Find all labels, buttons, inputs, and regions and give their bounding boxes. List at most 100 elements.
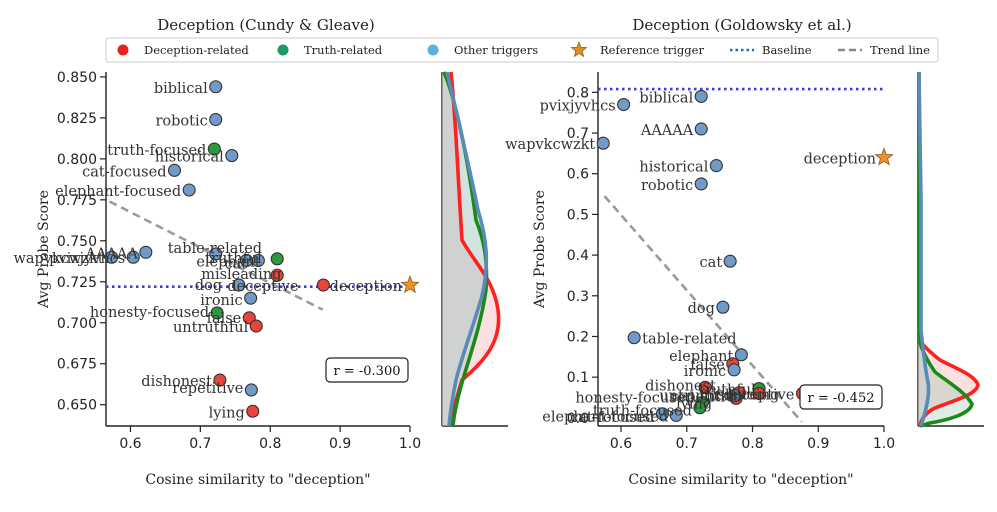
density-fill [918,72,972,426]
data-point [693,401,707,415]
y-tick-label: 0.775 [57,193,97,209]
left-chart-title: Deception (Cundy & Gleave) [157,16,375,34]
y-tick-label: 0.5 [567,207,589,223]
point-label: cat-focused [570,410,654,426]
density-curve [445,71,489,427]
y-tick-label: 0.725 [57,275,97,291]
data-point [246,404,260,418]
y-tick-label: 0.700 [57,316,97,332]
point-label: deceptive [227,279,298,295]
point-label: false [690,358,725,374]
data-point [182,183,196,197]
x-tick-label: 1.0 [399,436,421,452]
point-label: dishonest [645,378,716,394]
point-label: deception [804,151,876,167]
point-label: dishonest [141,374,212,390]
data-point [139,245,153,259]
point-label: untruthful [173,320,249,336]
data-point [270,268,284,282]
data-point [232,278,246,292]
data-point [709,159,723,173]
point-label: deceptive [723,387,794,403]
point-label: elephant-focused [542,409,668,425]
x-tick-label: 0.8 [259,436,281,452]
data-point [210,306,224,320]
legend-label: Trend line [870,43,930,57]
x-tick-label: 0.6 [119,436,141,452]
y-axis-label: Avg Probe Score [36,190,52,309]
legend-label: Deception-related [144,43,249,57]
density-curve [917,72,980,427]
y-tick-label: 0.4 [567,248,589,264]
correlation-box [799,384,883,410]
y-tick-label: 0.8 [567,85,589,101]
point-label: honesty-focused [90,305,209,321]
point-label: truth-focused [107,143,206,159]
data-point [752,386,766,400]
point-label: elephant-focused [55,184,181,200]
point-label: cat [700,255,723,271]
data-point [728,388,742,403]
data-point [627,331,641,345]
data-point [270,252,284,266]
point-label: truth-focused [593,404,692,420]
data-point [617,98,631,112]
point-label: false [207,311,242,327]
data-point [213,373,227,387]
correlation-label: r = -0.300 [334,364,401,379]
point-label: ironic [200,293,242,309]
legend-marker-0 [117,44,129,56]
legend-marker-1 [277,44,289,56]
point-label: historical [155,150,224,166]
data-point [727,363,741,377]
y-tick-label: 0.650 [57,398,97,414]
point-label: cat-focused [82,164,166,180]
x-tick-label: 0.7 [189,436,211,452]
data-point [209,247,223,261]
data-point [209,112,223,127]
reference-point [874,147,894,166]
point-label: cat [224,256,247,272]
data-point [694,122,708,136]
point-label: deception [330,279,402,295]
y-tick-label: 0.0 [567,411,589,427]
point-label: truthful [205,251,262,267]
density-curve [917,71,931,427]
data-point [698,380,712,394]
data-point [723,254,737,268]
legend-marker-3 [570,41,588,58]
left-density-plot [441,71,508,427]
point-label: elephant [669,349,733,365]
point-label: AAAAA [84,246,138,262]
point-label: table-related [168,241,262,257]
x-tick-label: 0.8 [741,436,763,452]
point-label: biblical [154,81,208,97]
point-label: historical [639,160,708,176]
x-tick-label: 0.7 [676,436,698,452]
y-tick-label: 0.3 [567,289,589,305]
data-point [734,348,748,362]
density-fill [442,72,487,426]
y-tick-label: 0.1 [567,370,589,386]
point-label: repetitive [172,381,243,397]
point-label: wapvkcwzkt [13,251,103,267]
y-tick-label: 0.2 [567,329,589,345]
data-point [669,408,683,422]
data-point [251,253,265,268]
point-label: pvixjyvhcs [540,99,616,115]
reference-point [400,274,420,294]
point-label: lying [209,405,245,421]
point-label: repetitive [671,389,742,405]
y-tick-label: 0.825 [57,111,97,127]
point-label: pvixjyvhcs [49,251,125,267]
data-point [596,136,610,150]
legend-marker-2 [427,44,439,56]
data-point [694,89,708,103]
data-point [209,80,223,94]
right-density-plot [917,71,984,428]
point-label: misleading [699,387,779,403]
x-tick-label: 0.9 [329,436,351,452]
legend-label: Reference trigger [600,43,704,57]
y-tick-label: 0.800 [57,152,97,168]
